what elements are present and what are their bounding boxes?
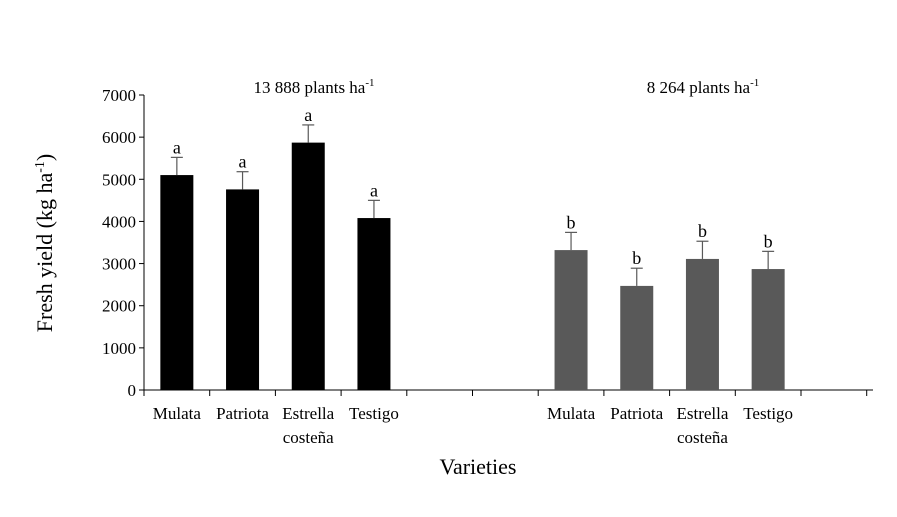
y-axis-title: Fresh yield (kg ha-1)	[32, 154, 57, 332]
x-tick-label-line2: costeña	[283, 428, 334, 447]
y-axis-title-sup: -1	[33, 161, 48, 173]
bar	[751, 269, 785, 390]
x-tick-label: Patriota	[610, 404, 663, 423]
x-tick-label-line2: costeña	[677, 428, 728, 447]
significance-letter: a	[370, 180, 378, 200]
axes-layer	[139, 94, 873, 396]
y-axis-title-main: Fresh yield (kg ha	[32, 173, 57, 333]
bars-layer	[160, 124, 785, 390]
bar	[620, 285, 654, 390]
significance-letter: a	[239, 152, 247, 172]
significance-letter: b	[698, 221, 707, 241]
x-tick-label: Testigo	[349, 404, 399, 423]
x-axis-title: Varieties	[440, 454, 517, 479]
group-2-header: 8 264 plants ha-1	[647, 77, 760, 97]
y-tick-label: 5000	[102, 170, 136, 189]
bar	[357, 218, 391, 390]
significance-letter: b	[632, 248, 641, 268]
significance-letter: b	[764, 231, 773, 251]
x-tick-label: Mulata	[547, 404, 596, 423]
y-tick-label: 7000	[102, 86, 136, 105]
y-tick-label: 4000	[102, 212, 136, 231]
x-tick-label: Estrella	[282, 404, 334, 423]
x-tick-label: Patriota	[216, 404, 269, 423]
group-1-header-main: 13 888 plants ha	[253, 78, 365, 97]
bar	[554, 250, 588, 390]
y-tick-label: 6000	[102, 128, 136, 147]
significance-letter: b	[567, 212, 576, 232]
bar	[291, 142, 325, 390]
bar	[685, 258, 719, 390]
labels-layer: 0 1000 2000 3000 4000 5000 6000 7000 a Mulata a Pat…	[102, 86, 793, 447]
y-tick-label: 3000	[102, 255, 136, 274]
group-2-header-sup: -1	[750, 77, 759, 89]
y-tick-label: 1000	[102, 339, 136, 358]
y-axis-title-close: )	[32, 154, 57, 161]
group-2-header-main: 8 264 plants ha	[647, 78, 751, 97]
x-tick-label: Testigo	[743, 404, 793, 423]
y-tick-label: 0	[128, 381, 137, 400]
significance-letter: a	[304, 105, 312, 125]
x-tick-label: Mulata	[153, 404, 202, 423]
y-tick-label: 2000	[102, 297, 136, 316]
group-1-header-sup: -1	[365, 77, 374, 89]
bar	[226, 189, 260, 390]
bar	[160, 175, 194, 390]
significance-letter: a	[173, 137, 181, 157]
group-1-header: 13 888 plants ha-1	[253, 77, 374, 97]
x-tick-label: Estrella	[676, 404, 728, 423]
